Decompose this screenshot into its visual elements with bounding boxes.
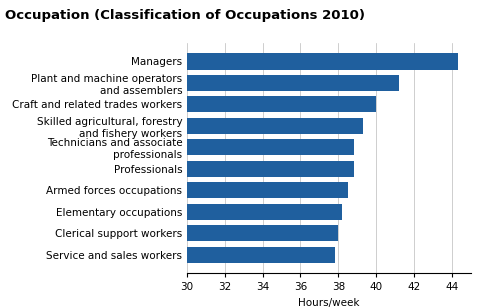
Bar [0, 182, 348, 198]
Bar [0, 118, 363, 134]
Bar [0, 161, 354, 177]
Text: Occupation (Classification of Occupations 2010): Occupation (Classification of Occupation… [5, 9, 365, 22]
Bar [0, 53, 458, 70]
Bar [0, 96, 377, 112]
Bar [0, 75, 399, 91]
Bar [0, 247, 335, 263]
X-axis label: Hours/week: Hours/week [298, 298, 360, 307]
Bar [0, 204, 342, 220]
Bar [0, 139, 354, 155]
Bar [0, 225, 338, 241]
